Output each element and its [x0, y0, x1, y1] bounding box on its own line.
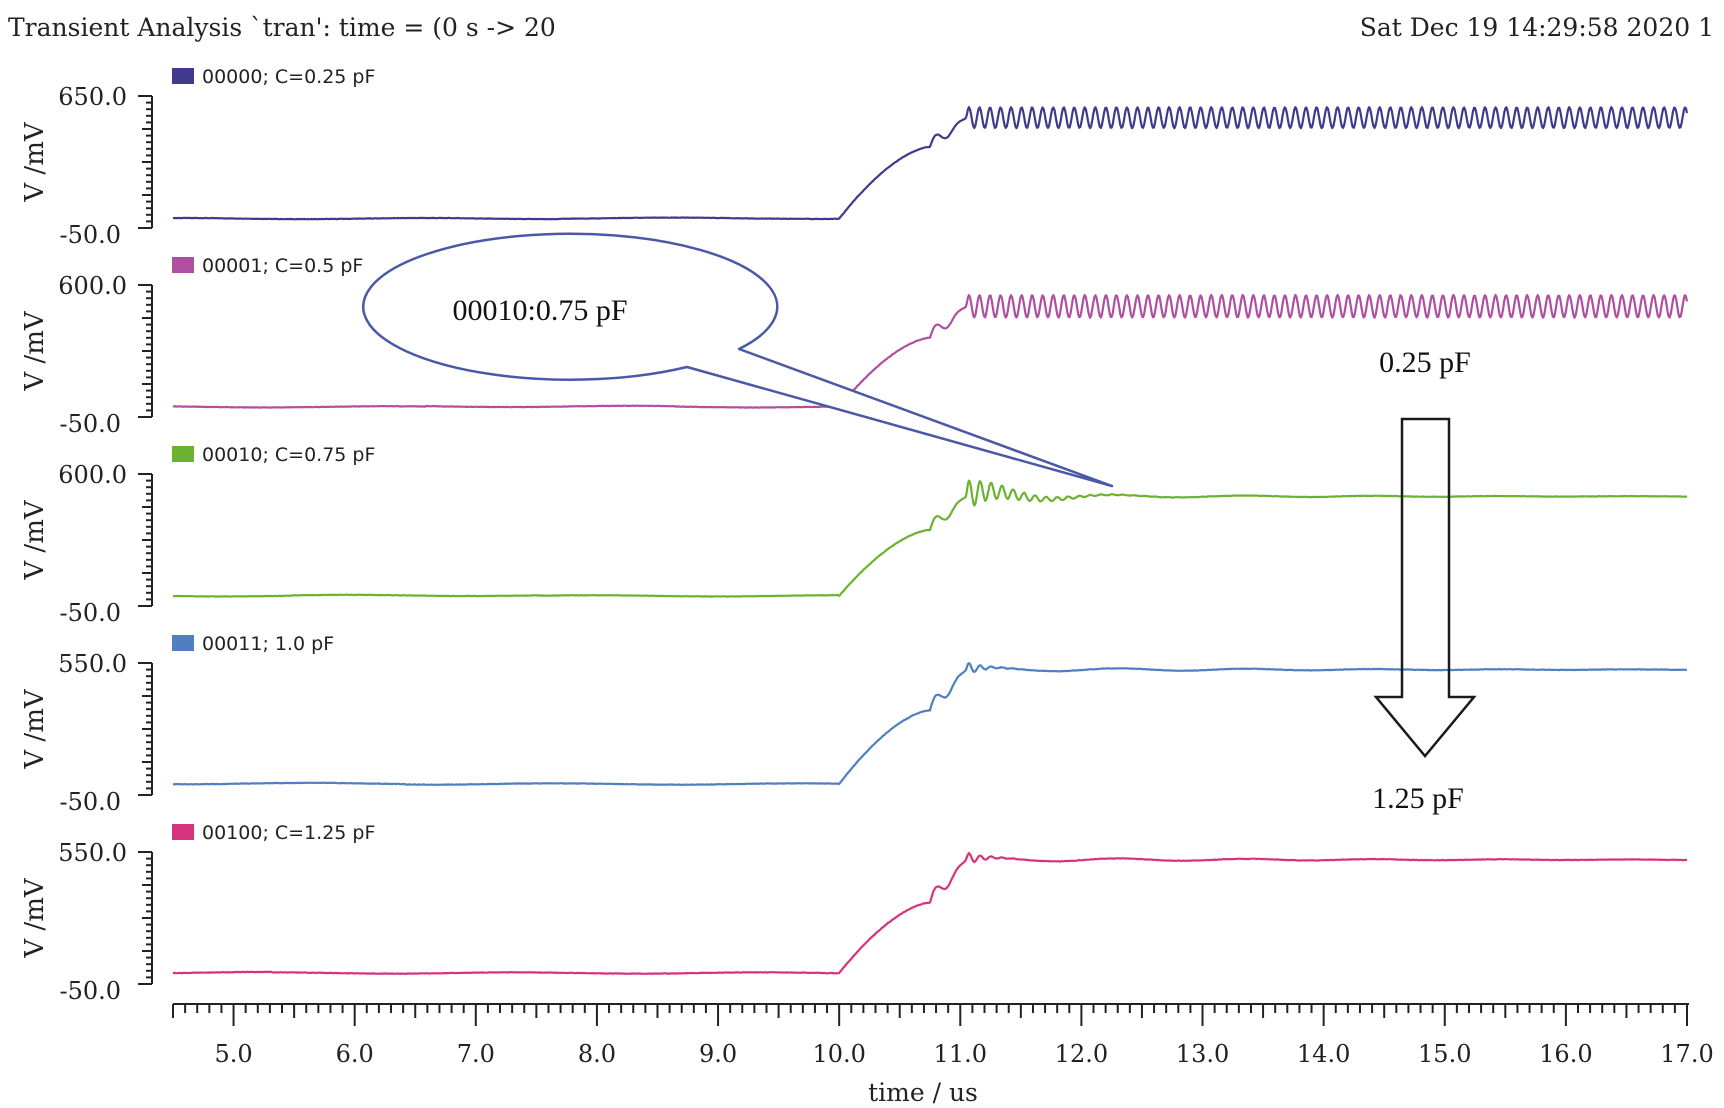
y-tick-label-top: 550.0 [58, 650, 127, 678]
y-axis-label: V /mV [20, 688, 50, 769]
legend-swatch [172, 68, 194, 84]
arrow-label-top: 0.25 pF [1379, 346, 1471, 379]
callout-label: 00010:0.75 pF [452, 294, 627, 327]
legend-swatch [172, 446, 194, 462]
chart-header-right: Sat Dec 19 14:29:58 2020 1 [1360, 13, 1714, 42]
legend-label: 00011; 1.0 pF [202, 633, 334, 655]
series-line [173, 479, 1687, 598]
y-tick-label-top: 650.0 [58, 83, 127, 111]
capacitance-arrow: 0.25 pF 1.25 pF [1372, 346, 1477, 815]
x-tick-label: 11.0 [934, 1040, 987, 1068]
y-tick-label-top: 600.0 [58, 461, 127, 489]
x-tick-label: 10.0 [812, 1040, 865, 1068]
y-tick-label-top: 600.0 [58, 272, 127, 300]
panel-0: 650.0 -50.0 V /mV 00000; C=0.25 pF [20, 66, 1689, 249]
panel-4: 550.0 -50.0 V /mV 00100; C=1.25 pF [20, 822, 1688, 1005]
series-line [172, 106, 1689, 221]
x-tick-label: 7.0 [457, 1040, 495, 1068]
y-tick-label-top: 550.0 [58, 839, 127, 867]
x-tick-label: 8.0 [578, 1040, 616, 1068]
legend-swatch [172, 824, 194, 840]
y-axis-label: V /mV [20, 499, 50, 580]
y-axis-label: V /mV [20, 310, 50, 391]
legend-label: 00000; C=0.25 pF [202, 66, 375, 88]
arrow-label-bottom: 1.25 pF [1372, 782, 1464, 815]
legend-label: 00010; C=0.75 pF [202, 444, 375, 466]
series-line [172, 293, 1689, 409]
x-tick-label: 6.0 [336, 1040, 374, 1068]
x-tick-label: 9.0 [699, 1040, 737, 1068]
callout-annotation: 00010:0.75 pF [362, 232, 1114, 488]
y-axis-label: V /mV [20, 877, 50, 958]
legend-label: 00100; C=1.25 pF [202, 822, 375, 844]
y-tick-label-bottom: -50.0 [59, 599, 121, 627]
series-line [172, 852, 1688, 975]
y-tick-label-bottom: -50.0 [59, 788, 121, 816]
y-tick-label-bottom: -50.0 [59, 221, 121, 249]
panel-3: 550.0 -50.0 V /mV 00011; 1.0 pF [20, 633, 1688, 816]
x-axis-label: time / us [868, 1078, 978, 1107]
legend-swatch [172, 257, 194, 273]
y-tick-label-bottom: -50.0 [59, 977, 121, 1005]
x-tick-label: 17.0 [1660, 1040, 1713, 1068]
x-axis: 5.0 6.0 7.0 8.0 9.0 10.0 11.0 12.0 13.0 14.0 15.0 1… [172, 1003, 1714, 1068]
x-tick-label: 12.0 [1055, 1040, 1108, 1068]
legend-swatch [172, 635, 194, 651]
x-tick-label: 15.0 [1418, 1040, 1471, 1068]
x-tick-label: 5.0 [214, 1040, 252, 1068]
callout-bubble [362, 232, 1114, 488]
panel-1: 600.0 -50.0 V /mV 00001; C=0.5 pF [20, 255, 1689, 438]
panel-2: 600.0 -50.0 V /mV 00010; C=0.75 pF [20, 444, 1687, 627]
y-tick-label-bottom: -50.0 [59, 410, 121, 438]
chart-panels: 650.0 -50.0 V /mV 00000; C=0.25 pF 600.0 -50.… [20, 66, 1689, 1005]
legend-label: 00001; C=0.5 pF [202, 255, 363, 277]
series-line [172, 662, 1688, 786]
y-axis-label: V /mV [20, 121, 50, 202]
x-tick-label: 14.0 [1297, 1040, 1350, 1068]
x-tick-label: 16.0 [1539, 1040, 1592, 1068]
chart-header-left: Transient Analysis `tran': time = (0 s -… [8, 13, 556, 42]
x-tick-label: 13.0 [1176, 1040, 1229, 1068]
down-arrow-icon [1373, 417, 1477, 758]
